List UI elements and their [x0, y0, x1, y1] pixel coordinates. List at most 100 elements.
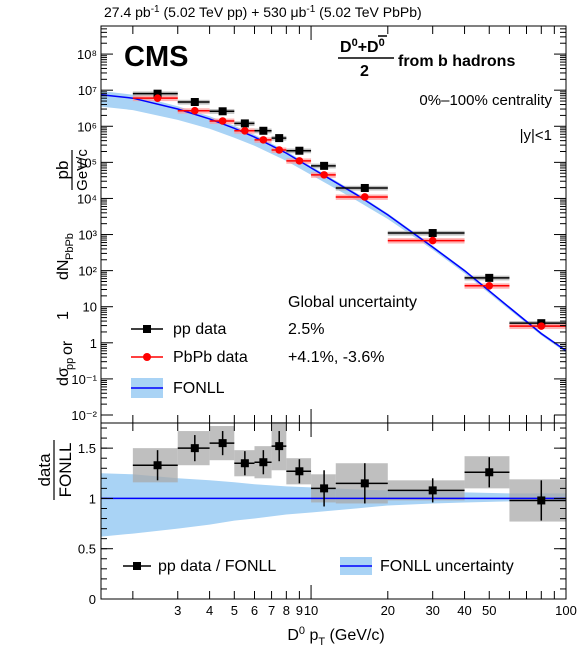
ratio-point: [218, 439, 227, 448]
ratio-point: [428, 486, 437, 495]
process-denominator: 2: [360, 63, 369, 80]
fonll-uncertainty-area: [101, 473, 566, 537]
legend-fonll-label: FONLL: [173, 380, 225, 397]
y-label-or: or: [59, 340, 76, 355]
fonll-band-bottom: [101, 473, 566, 537]
x-tick-label: 40: [457, 603, 471, 618]
y-label-pp-sub: pp: [64, 358, 76, 370]
fonll-curve: [100, 93, 567, 352]
pp-point: [320, 161, 329, 170]
luminosity-header: 27.4 pb-1 (5.02 TeV pp) + 530 μb-1 (5.02…: [104, 4, 422, 20]
pbpb-point: [428, 236, 437, 245]
top-y-tick-label: 10⁷: [78, 83, 97, 98]
global-uncertainty-pbpb: +4.1%, -3.6%: [288, 349, 385, 366]
global-uncertainty-pp: 2.5%: [288, 321, 324, 338]
ratio-point: [320, 484, 329, 493]
axes-ticks: 10⁻² 10⁻¹ 1 10 10² 10³ 10⁴ 10⁵ 10⁶ 10⁷ 10⁸ 0 0.5 1 1.5…: [71, 25, 577, 618]
pbpb-point: [275, 146, 284, 154]
x-tick-label: 3: [174, 603, 181, 618]
x-tick-label: 10: [304, 603, 318, 618]
pbpb-point: [295, 157, 304, 165]
bottom-y-axis-title: data FONLL: [35, 440, 75, 500]
pbpb-point: [191, 106, 199, 115]
ratio-point: [153, 461, 162, 470]
pbpb-point: [259, 136, 268, 144]
process-label: D0+D0 2 from b hadrons: [338, 35, 515, 80]
x-axis-title: D0 pT (GeV/c): [287, 625, 384, 648]
pp-point: [360, 183, 369, 192]
centrality-label: 0%–100% centrality: [419, 92, 552, 109]
bottom-y-tick-label: 0: [89, 592, 96, 607]
top-y-tick-label: 10⁵: [77, 155, 97, 170]
pp-point: [240, 119, 249, 128]
pp-point: [428, 229, 437, 238]
ratio-point: [485, 468, 494, 477]
pbpb-point: [485, 281, 494, 290]
y-label-dn: dN: [55, 260, 72, 280]
y-units-top: pb: [53, 161, 72, 180]
x-tick-label: 30: [425, 603, 439, 618]
top-y-tick-label: 10: [83, 300, 97, 315]
top-y-tick-label: 10²: [78, 264, 97, 279]
legend-fonll-unc-label: FONLL uncertainty: [380, 558, 514, 575]
ratio-numerator: data: [35, 453, 54, 487]
legend-bottom: pp data / FONLL FONLL uncertainty: [123, 557, 514, 575]
y-label-pbpb-sub: PbPb: [64, 233, 76, 260]
ratio-point: [537, 496, 546, 505]
pbpb-point: [361, 193, 369, 201]
data-points-bottom: [132, 431, 566, 521]
pp-point: [153, 89, 162, 98]
legend-pp-label: pp data: [173, 321, 226, 338]
legend-pbpb-label: PbPb data: [173, 349, 248, 366]
top-y-axis-title-2: dσ pp or 1 dN PbPb: [55, 233, 76, 386]
rapidity-label: |y|<1: [520, 127, 552, 144]
legend-ratio-marker: [133, 562, 141, 570]
cms-label: CMS: [124, 41, 188, 73]
fonll-band-area: [101, 91, 566, 353]
ratio-point: [275, 442, 284, 451]
pbpb-point: [153, 94, 162, 102]
ratio-denominator: FONLL: [56, 443, 75, 498]
global-uncertainty-title: Global uncertainty: [288, 294, 417, 311]
data-points-top: [132, 89, 566, 330]
x-tick-label: 9: [296, 603, 303, 618]
x-tick-label: 6: [251, 603, 258, 618]
top-y-tick-label: 10⁸: [77, 47, 97, 62]
legend-top: pp data PbPb data FONLL: [131, 321, 248, 398]
y-label-tpart: dσ: [55, 367, 72, 386]
x-tick-label: 4: [206, 603, 213, 618]
ratio-point: [190, 444, 199, 453]
ratio-point: [259, 458, 268, 467]
legend-pbpb-marker: [143, 353, 151, 361]
fonll-band-top: [101, 91, 566, 353]
bottom-y-tick-label: 1: [89, 491, 96, 506]
pp-point: [190, 98, 199, 107]
bottom-y-tick-label: 1.5: [78, 441, 96, 456]
top-y-tick-label: 1: [90, 336, 97, 351]
ratio-point: [295, 467, 304, 476]
pp-point: [259, 126, 268, 135]
top-y-tick-label: 10⁻²: [71, 408, 97, 423]
pp-point: [485, 273, 494, 282]
top-y-tick-label: 10⁶: [77, 119, 97, 134]
pp-point: [275, 134, 284, 143]
ratio-point: [240, 459, 249, 468]
top-y-axis-title: pb GeV/c: [53, 149, 91, 191]
process-suffix: from b hadrons: [398, 53, 515, 70]
x-tick-label: 50: [482, 603, 496, 618]
x-tick-label: 100: [555, 603, 577, 618]
bottom-frame: [100, 422, 567, 600]
x-tick-label: 7: [268, 603, 275, 618]
pp-point: [295, 146, 304, 155]
ratio-point: [360, 479, 369, 488]
y-units-bottom: GeV/c: [74, 149, 91, 191]
pbpb-point: [320, 171, 328, 179]
pbpb-point: [241, 126, 249, 135]
pp-point: [218, 107, 227, 116]
x-tick-label: 20: [381, 603, 395, 618]
fonll-lines: [100, 93, 567, 500]
top-y-tick-label: 10⁻¹: [71, 372, 97, 387]
legend-pp-marker: [143, 325, 151, 333]
bottom-y-tick-label: 0.5: [78, 542, 96, 557]
